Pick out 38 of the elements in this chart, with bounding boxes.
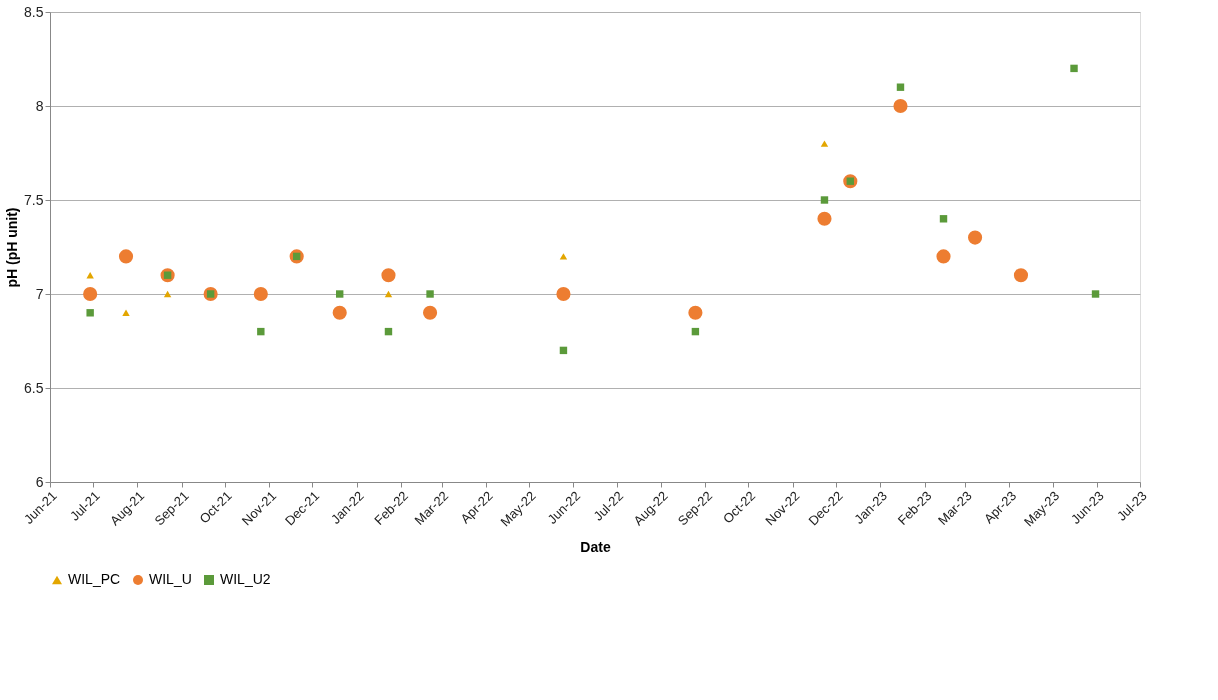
point (384, 290, 393, 298)
y-tick-label: 6 (35, 473, 44, 490)
point (1091, 290, 1100, 298)
point (118, 249, 134, 264)
y-axis-title: pH (pH unit) (4, 207, 21, 288)
point (257, 327, 265, 336)
y-tick-label: 8.5 (24, 3, 44, 20)
point (820, 140, 829, 147)
point (896, 83, 905, 91)
point (1070, 64, 1078, 73)
point (163, 290, 172, 298)
point (336, 290, 344, 298)
point (122, 309, 130, 317)
point (426, 290, 434, 298)
point (939, 215, 948, 223)
point (556, 286, 571, 302)
y-tick-label: 8 (35, 97, 44, 114)
point (817, 211, 832, 226)
point (86, 309, 94, 317)
x-axis-title: Date (580, 539, 611, 556)
point (967, 230, 983, 245)
legend-label: WIL_U2 (220, 571, 271, 587)
legend-label: WIL_U (149, 571, 192, 587)
legend-label: WIL_PC (68, 571, 121, 587)
y-tick-label: 7 (35, 285, 44, 302)
point (820, 196, 829, 204)
y-tick-label: 7.5 (24, 191, 44, 208)
point (381, 268, 396, 283)
point (688, 305, 703, 320)
y-tick-label: 6.5 (24, 379, 44, 396)
point (1013, 268, 1029, 283)
point (893, 98, 908, 114)
point (332, 305, 347, 320)
point (253, 286, 268, 302)
point (422, 305, 438, 320)
point (559, 253, 568, 260)
point (936, 249, 951, 264)
point (83, 286, 98, 302)
